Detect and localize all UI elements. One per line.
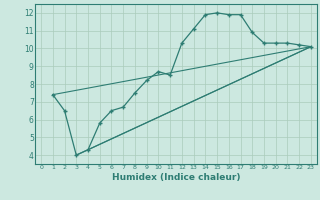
X-axis label: Humidex (Indice chaleur): Humidex (Indice chaleur) [112,173,240,182]
